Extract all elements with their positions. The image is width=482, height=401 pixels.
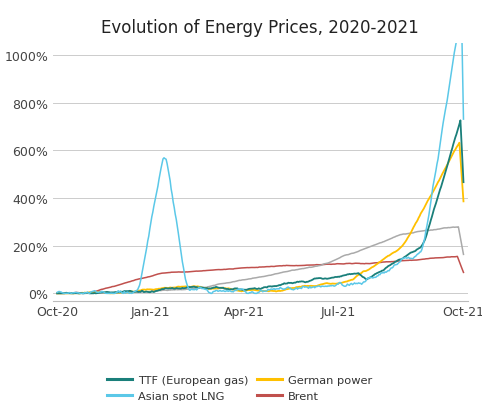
Title: Evolution of Energy Prices, 2020-2021: Evolution of Energy Prices, 2020-2021 — [101, 19, 419, 37]
Legend: TTF (European gas), Asian spot LNG, EU imported coal, German power, Brent: TTF (European gas), Asian spot LNG, EU i… — [102, 371, 377, 401]
